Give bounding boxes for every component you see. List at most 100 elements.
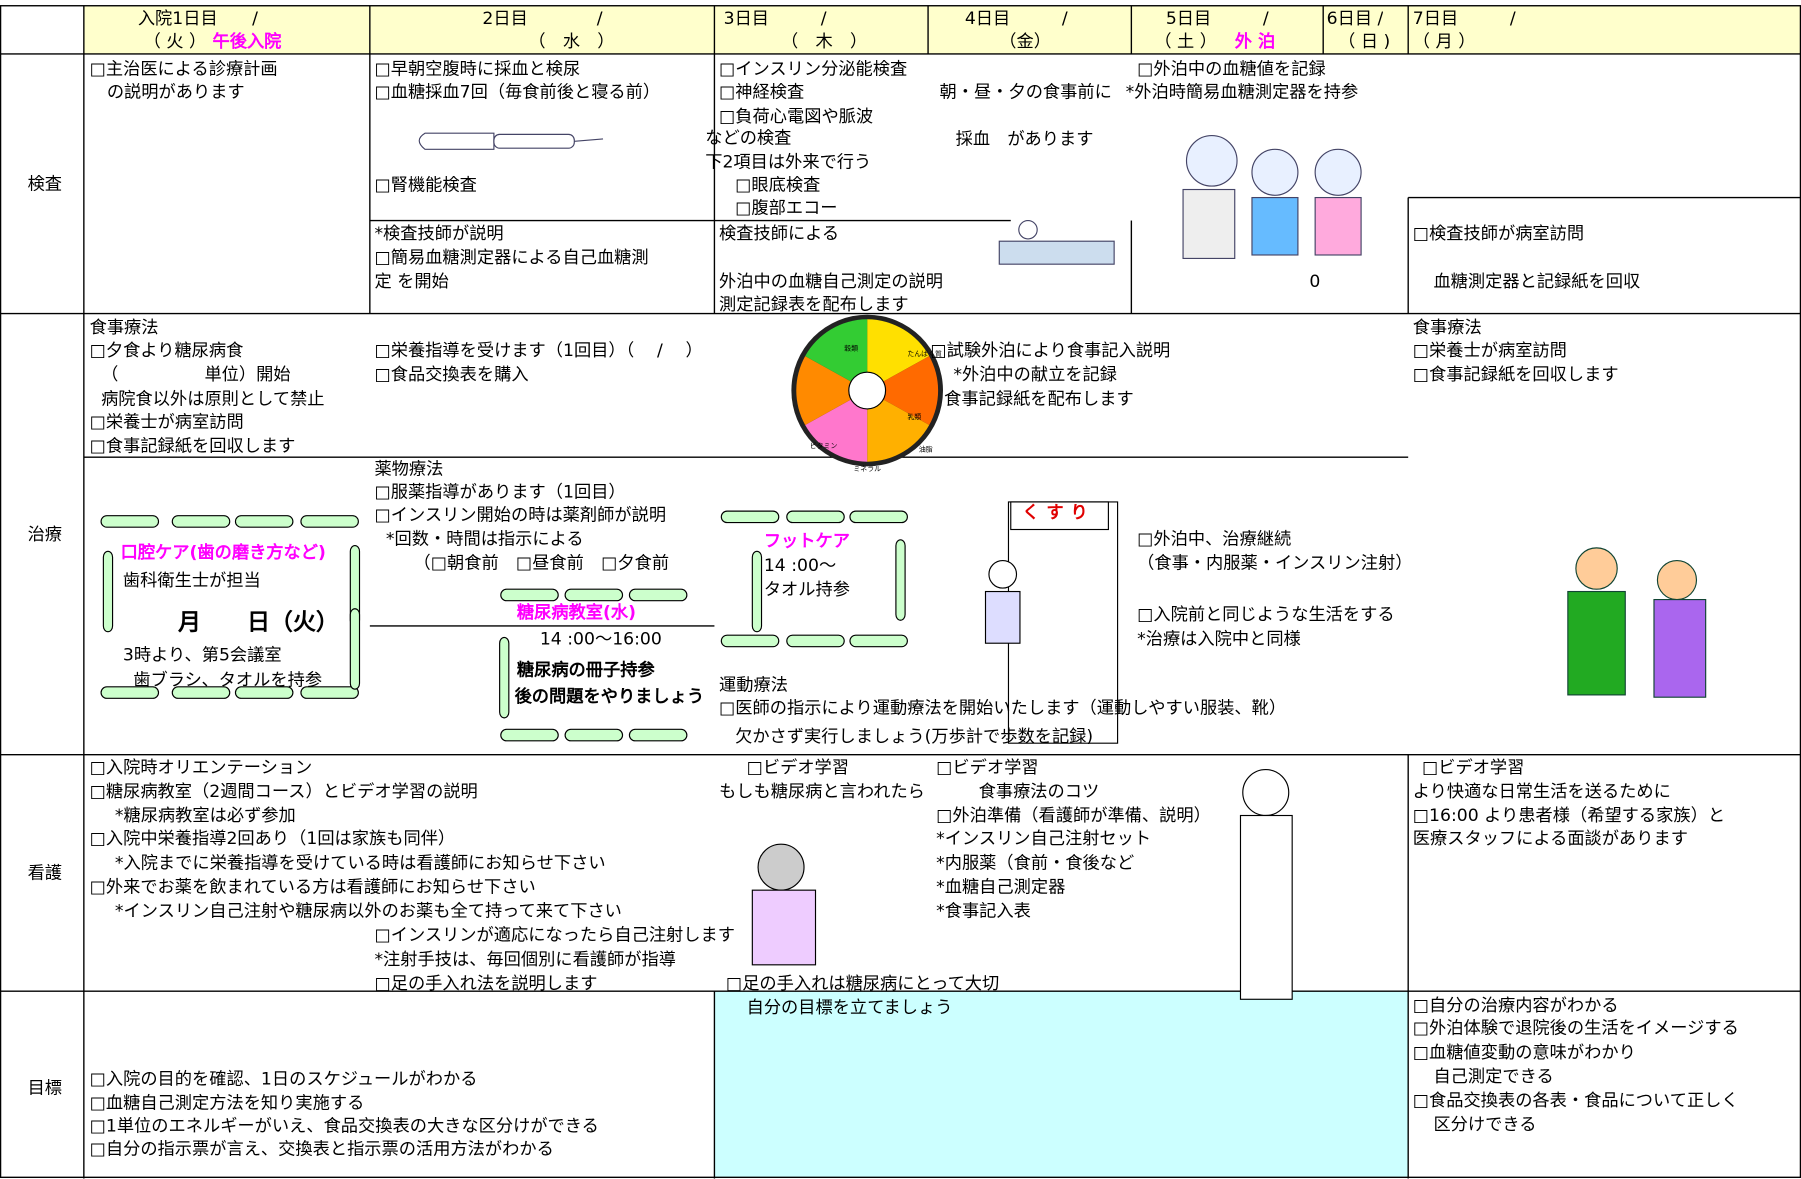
cell-text: 糖尿病教室(水) xyxy=(516,601,637,623)
cell-text: □血糖値変動の意味がわかり xyxy=(1412,1041,1636,1063)
cell-text: タオル持参 xyxy=(763,578,850,600)
decor xyxy=(100,686,160,699)
cell-text: 病院食以外は原則として禁止 xyxy=(101,388,325,409)
cell-text: （食事・内服薬・インスリン注射） xyxy=(1137,552,1413,574)
cell-text: □ビデオ学習 xyxy=(746,756,850,778)
cell-text: 定 を開始 xyxy=(374,271,449,292)
cell-text: □腎機能検査 xyxy=(374,174,477,196)
decor xyxy=(499,636,510,719)
cell-text: 区分けできる xyxy=(1433,1114,1537,1135)
decor xyxy=(720,634,780,648)
cell-text: 外泊中の血糖自己測定の説明 xyxy=(719,271,944,292)
cell-text: （ 単位）開始 xyxy=(101,364,291,385)
cell-text: 後の問題をやりましょう xyxy=(514,685,705,707)
cell-text: □ビデオ学習 xyxy=(1421,756,1525,778)
decor xyxy=(234,515,294,528)
cell-text: 0 xyxy=(1309,271,1321,292)
cell-text: 測定記録表を配布します xyxy=(719,294,909,315)
cell-text: 薬物療法 xyxy=(374,458,444,479)
cell-text: □足の手入れは糖尿病にとって大切 xyxy=(725,972,1000,994)
cell-text: □入院時オリエンテーション xyxy=(89,756,313,778)
row-label: 看護 xyxy=(27,862,63,884)
cell-text: 歯ブラシ、タオルを持参 xyxy=(133,669,323,691)
cell-text: □外来でお薬を飲まれている方は看護師にお知らせ下さい xyxy=(89,876,536,898)
cell-text: □外泊準備（看護師が準備、説明） xyxy=(936,805,1211,826)
cell-text: などの検査 xyxy=(705,127,792,149)
plate-label: 乳類 xyxy=(907,413,922,422)
cell-text: *治療は入院中と同様 xyxy=(1137,628,1301,649)
cell-text: □試験外泊により食事記入説明 xyxy=(930,339,1171,361)
cell-text: （□朝食前 □昼食前 □夕食前 xyxy=(413,552,670,574)
day-heading: 2日目 / xyxy=(482,8,603,29)
decor xyxy=(751,550,763,633)
cell-text: 医療スタッフによる面談があります xyxy=(1412,828,1688,849)
plate-label: たんぱく質 xyxy=(907,350,942,359)
weekday: （ 水 ） xyxy=(528,31,615,52)
row-label: 目標 xyxy=(27,1077,63,1099)
day-heading: 入院1日目 / xyxy=(137,8,258,29)
cell-text: くすり xyxy=(1022,501,1095,523)
cell-text: *内服薬（食前・食後など xyxy=(936,852,1135,873)
decor xyxy=(849,510,908,524)
day-heading: 4日目 / xyxy=(964,8,1068,29)
cell-text: □主治医による診療計画 xyxy=(89,58,278,80)
cell-text: □外泊体験で退院後の生活をイメージする xyxy=(1412,1017,1739,1039)
cell-text: □インスリンが適応になったら自己注射します xyxy=(374,924,735,946)
decor xyxy=(300,686,359,699)
decor xyxy=(349,608,361,690)
cell-text: 食事療法のコツ xyxy=(978,781,1100,802)
weekday: （金） xyxy=(999,31,1051,52)
decor xyxy=(564,588,624,602)
cell-text: *外泊中の献立を記録 xyxy=(953,364,1118,385)
day-heading: 6日目 / xyxy=(1326,8,1384,29)
cell-text: *糖尿病教室は必ず参加 xyxy=(114,805,296,826)
header-note: 午後入院 xyxy=(212,31,282,52)
cell-text: □簡易血糖測定器による自己血糖測 xyxy=(374,246,649,268)
cell-text: *外泊時簡易血糖測定器を持参 xyxy=(1125,81,1359,103)
decor xyxy=(171,686,231,699)
cell-text: 14 :00〜 xyxy=(763,554,837,576)
decor xyxy=(849,634,908,648)
decor xyxy=(786,510,845,524)
cell-text: □早朝空腹時に採血と検尿 xyxy=(374,58,581,80)
cell-text: *インスリン自己注射セット xyxy=(936,828,1152,849)
cell-text: 3時より、第5会議室 xyxy=(122,644,282,666)
cell-text: □腹部エコー xyxy=(735,197,838,219)
cell-text: 欠かさず実行しましょう(万歩計で歩数を記録) xyxy=(735,725,1094,747)
weekday: （ 日 ) xyxy=(1338,31,1391,52)
cell-text: □食品交換表を購入 xyxy=(374,364,529,385)
decor xyxy=(300,515,359,528)
cell-text: 食事療法 xyxy=(1412,317,1482,338)
cell-text: □入院の目的を確認、1日のスケジュールがわかる xyxy=(89,1068,478,1089)
decor xyxy=(234,686,294,699)
weekday: （ 木 ） xyxy=(781,31,868,52)
row-label: 検査 xyxy=(27,173,63,195)
cell-text: □入院前と同じような生活をする xyxy=(1137,604,1395,625)
plate-label: 穀類 xyxy=(844,344,859,353)
cell-text: *血糖自己測定器 xyxy=(936,876,1066,898)
weekday: （ 月 ） xyxy=(1412,31,1476,52)
cell-text: 月 日（火） xyxy=(178,609,339,633)
decor xyxy=(102,550,114,633)
cell-text: □1単位のエネルギーがいえ、食品交換表の大きな区分けができる xyxy=(89,1115,599,1136)
cell-text: □栄養指導を受けます（1回目）（ / ） xyxy=(374,339,703,361)
plate-label: ビタミン xyxy=(809,442,838,451)
cell-text: □神経検査 xyxy=(719,81,805,103)
cell-text: □16:00 より患者様（希望する家族）と xyxy=(1412,805,1726,826)
day-heading: 3日目 / xyxy=(723,8,827,29)
cell-text: フットケア xyxy=(763,530,850,552)
cell-text: 歯科衛生士が担当 xyxy=(122,569,261,591)
cell-text: 自分の目標を立てましょう xyxy=(746,996,953,1018)
cell-text: □血糖採血7回（毎食前後と寝る前） xyxy=(374,81,661,103)
cell-text: □ビデオ学習 xyxy=(936,756,1039,778)
decor xyxy=(786,634,845,648)
cell-text: 食事療法 xyxy=(89,317,159,338)
decor xyxy=(171,515,231,528)
decor xyxy=(500,728,559,742)
cell-text: 血糖測定器と記録紙を回収 xyxy=(1433,271,1641,292)
cell-text: 食事記録紙を配布します xyxy=(944,388,1134,409)
decor xyxy=(720,510,780,524)
cell-text: □外泊中、治療継続 xyxy=(1137,528,1292,550)
